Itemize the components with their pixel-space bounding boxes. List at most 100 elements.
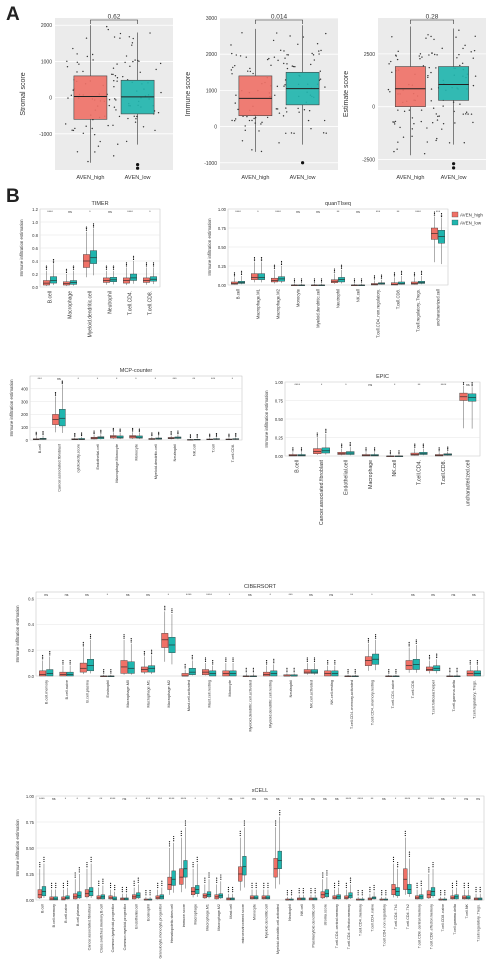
outlier-point <box>245 669 247 671</box>
significance-label: * <box>77 377 79 381</box>
outlier-point <box>112 268 115 270</box>
data-point <box>76 53 78 55</box>
x-tick-label: NK.cell <box>300 904 304 916</box>
data-point <box>93 133 96 136</box>
data-point <box>266 58 269 61</box>
outlier-point <box>192 864 194 866</box>
data-point <box>470 113 473 115</box>
box <box>337 452 346 455</box>
box <box>418 281 425 284</box>
data-point <box>106 25 108 28</box>
outlier-point <box>158 434 160 436</box>
outlier-point <box>438 448 440 450</box>
significance-label: ns <box>466 383 470 387</box>
outlier-point <box>41 654 44 657</box>
significance-label: ns <box>382 797 386 801</box>
data-point <box>402 136 405 138</box>
outlier-point <box>114 889 116 891</box>
data-point <box>112 155 115 157</box>
outlier-point <box>340 266 343 268</box>
data-point <box>134 121 137 123</box>
data-point <box>291 65 294 67</box>
outlier-point <box>168 841 171 843</box>
outlier-point <box>327 661 329 663</box>
data-point <box>465 111 468 113</box>
x-tick-label: Neutrophil <box>288 904 292 921</box>
outlier-point <box>243 820 245 822</box>
outlier-point <box>416 886 418 889</box>
data-point <box>116 77 119 79</box>
outlier-point <box>137 881 139 883</box>
data-point <box>132 60 134 63</box>
outlier-point <box>433 211 436 213</box>
data-point <box>433 38 435 41</box>
outlier-point <box>333 269 336 272</box>
outlier-point <box>85 226 88 228</box>
data-point <box>441 47 443 50</box>
outlier-point <box>51 882 53 884</box>
box <box>59 409 66 427</box>
data-point <box>393 150 395 153</box>
y-tick-label: 0 <box>26 438 29 443</box>
significance-label: ns <box>296 210 300 214</box>
box <box>450 895 455 900</box>
outlier-point <box>326 874 328 876</box>
outlier-point <box>422 446 424 448</box>
outlier-point <box>444 890 446 892</box>
box <box>84 889 90 898</box>
data-point <box>160 91 162 94</box>
outlier-point <box>361 894 363 896</box>
significance-label: **** <box>186 593 192 597</box>
significance-label: * <box>149 210 151 214</box>
significance-label: ns <box>329 593 333 597</box>
significance-label: * <box>229 593 231 597</box>
data-point <box>232 66 234 69</box>
significance-label: ns <box>441 797 445 801</box>
data-point <box>270 64 272 67</box>
y-tick-label: 0.50 <box>275 417 284 422</box>
outlier-point <box>133 880 135 882</box>
outlier-point <box>354 672 356 674</box>
data-point <box>465 113 467 115</box>
outlier-point <box>228 434 230 437</box>
outlier-point <box>433 212 436 215</box>
outlier-point <box>252 667 255 669</box>
outlier-point <box>393 273 396 275</box>
outlier-point <box>125 889 128 891</box>
outlier-point <box>438 450 440 452</box>
chart-title: EPIC <box>376 374 389 380</box>
outlier-point <box>380 276 383 278</box>
outlier-point <box>45 267 48 269</box>
x-tick-label: Myeloid.dendritic.cell.resting <box>269 680 273 728</box>
x-tick-label: T.cell.follicular.helper <box>432 679 436 715</box>
data-point <box>390 60 392 63</box>
outlier-point <box>440 890 442 892</box>
y-tick-label: 1000 <box>206 88 217 94</box>
x-tick-label: B.cell.naive <box>64 904 68 923</box>
outlier-point <box>357 890 359 892</box>
x-tick-label: Common.myeloid.progenitor <box>123 903 127 950</box>
outlier-point <box>105 268 108 270</box>
outlier-point <box>43 858 45 861</box>
outlier-point <box>316 435 318 437</box>
data-point <box>403 110 406 113</box>
outlier-point <box>145 890 147 892</box>
outlier-point <box>479 889 481 891</box>
outlier-point <box>253 260 256 262</box>
data-point <box>318 53 320 55</box>
data-point <box>76 61 79 64</box>
outlier-point <box>374 634 377 636</box>
outlier-point <box>65 271 68 274</box>
outlier-point <box>100 429 102 431</box>
data-point <box>244 129 246 132</box>
significance-label: *** <box>436 210 441 214</box>
outlier-point <box>436 655 438 657</box>
y-tick-label: 0.25 <box>218 264 227 269</box>
outlier-point <box>43 860 45 863</box>
outlier-point <box>389 453 391 455</box>
outlier-point <box>357 892 359 894</box>
outlier-point <box>398 450 400 452</box>
data-point <box>434 53 436 56</box>
data-point <box>67 97 69 99</box>
data-point <box>392 121 394 123</box>
